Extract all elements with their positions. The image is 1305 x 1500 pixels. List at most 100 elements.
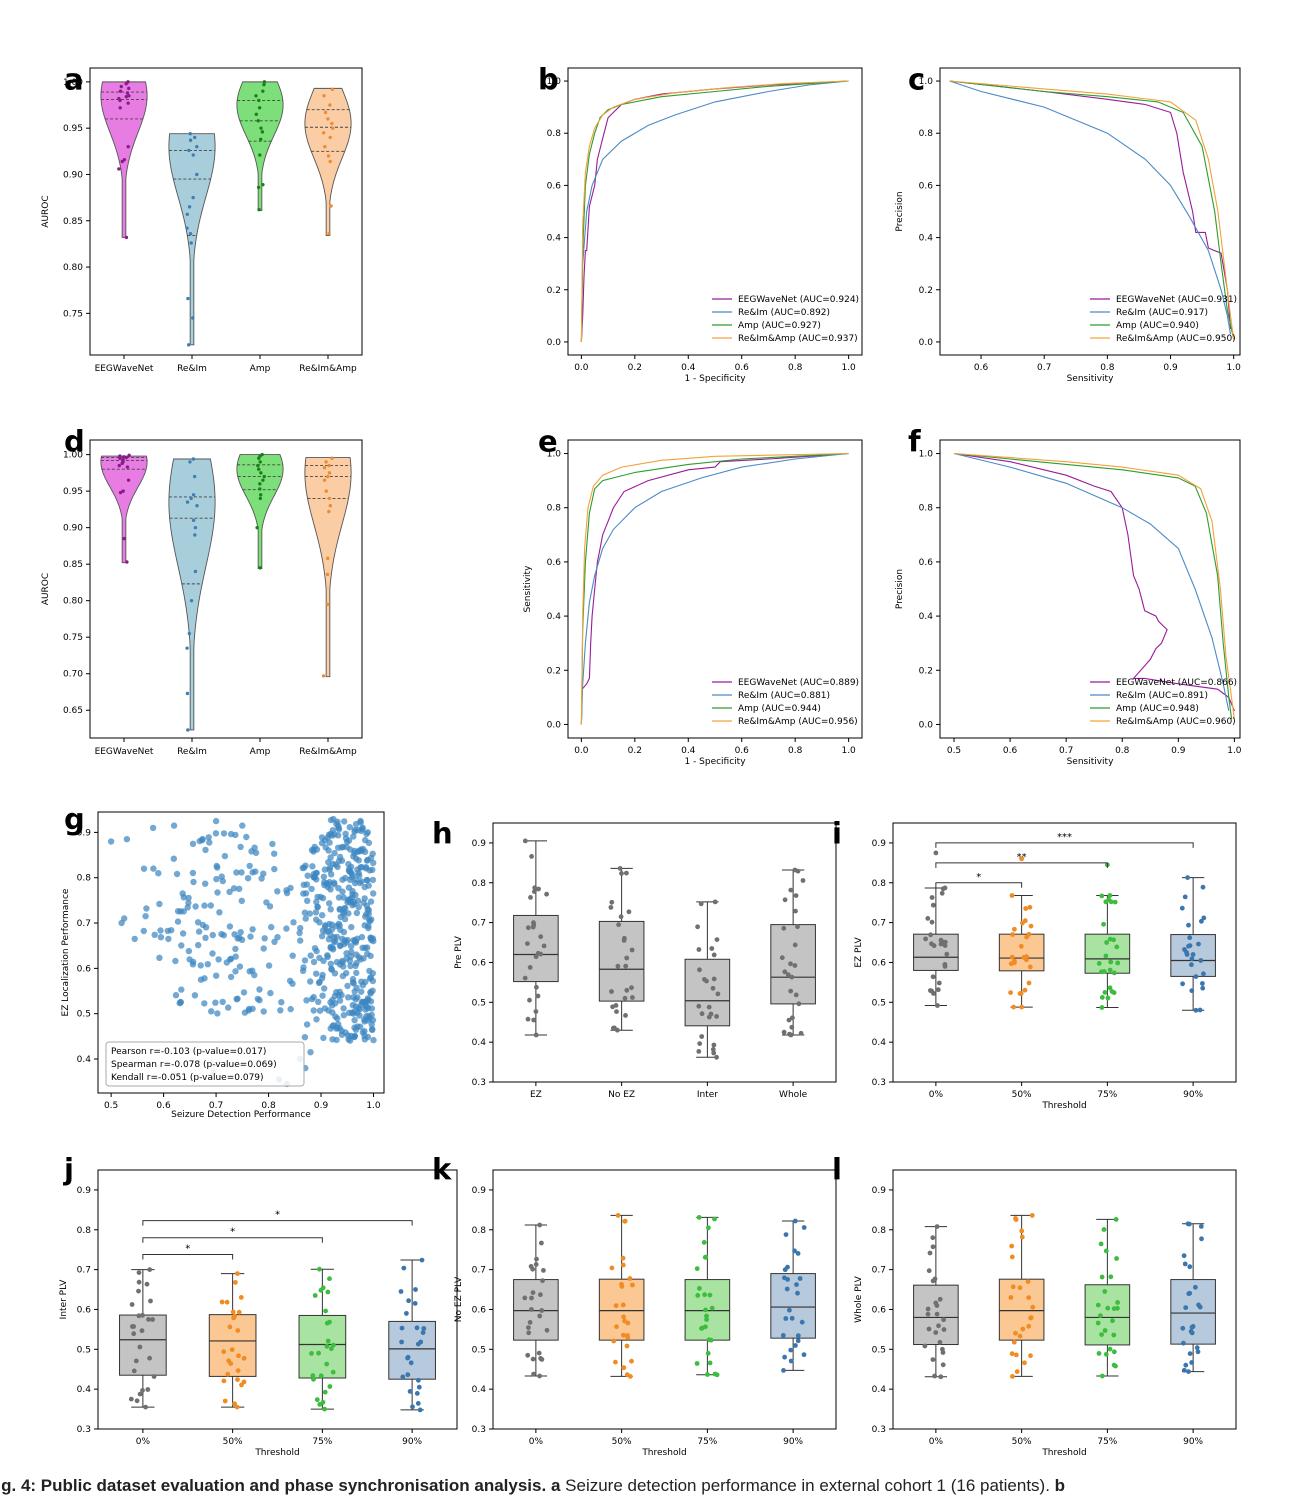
- data-point: [1029, 1213, 1035, 1218]
- data-point: [1187, 1221, 1192, 1227]
- scatter-point: [353, 909, 361, 917]
- scatter-point: [140, 927, 147, 935]
- y-tick-label: 0.8: [919, 129, 934, 139]
- data-point: [1189, 1330, 1195, 1336]
- scatter-point: [363, 1003, 370, 1010]
- series-line: [580, 452, 849, 725]
- data-point: [1114, 1256, 1119, 1261]
- scatter-point: [333, 989, 340, 996]
- x-tick-label: 0.7: [209, 1101, 223, 1111]
- scatter-point: [271, 850, 278, 857]
- panel-f: f 0.5 0.6 0.7 0.8 0.9 1.0 0.0 0.2 0.4 0.6 0.8 1.0 Sen…: [895, 425, 1242, 767]
- series-line: [953, 452, 1235, 720]
- data-point: [125, 465, 130, 469]
- scatter-point: [157, 927, 164, 934]
- x-tick-label: 1.0: [1227, 363, 1242, 373]
- data-point: [1099, 1274, 1105, 1280]
- scatter-point: [314, 903, 321, 911]
- data-point: [1012, 960, 1017, 966]
- x-tick-label: 0.5: [947, 746, 961, 756]
- data-point: [326, 117, 330, 121]
- x-axis-label: 1 - Specificity: [684, 374, 746, 384]
- x-tick-label: Amp: [250, 747, 271, 757]
- x-tick-label: 0.8: [788, 746, 803, 756]
- x-tick-label: EEGWaveNet: [95, 747, 154, 757]
- data-point: [134, 1398, 140, 1404]
- scatter-point: [355, 869, 362, 877]
- y-tick-label: 0.5: [872, 1345, 886, 1355]
- data-point: [323, 1308, 328, 1314]
- scatter-point: [346, 866, 353, 873]
- scatter-point: [326, 900, 333, 907]
- data-point: [1185, 875, 1190, 880]
- data-point: [1009, 1243, 1015, 1249]
- data-point: [1189, 962, 1194, 968]
- data-point: [630, 995, 635, 1000]
- x-tick-label: 1.0: [841, 363, 856, 373]
- data-point: [711, 976, 717, 982]
- data-point: [620, 1262, 626, 1268]
- y-tick-label: 0.3: [872, 1078, 886, 1088]
- scatter-point: [345, 860, 352, 868]
- violin-body: [236, 81, 284, 212]
- scatter-point: [215, 956, 222, 963]
- scatter-point: [331, 970, 339, 977]
- data-point: [1201, 971, 1206, 977]
- data-point: [926, 1326, 932, 1332]
- data-point: [310, 1373, 316, 1378]
- data-point: [624, 870, 629, 876]
- data-point: [525, 941, 530, 946]
- data-point: [185, 226, 189, 230]
- data-point: [1181, 1340, 1186, 1346]
- data-point: [715, 991, 721, 997]
- scatter-point: [340, 894, 347, 901]
- data-point: [1010, 1374, 1015, 1379]
- scatter-point: [151, 931, 158, 938]
- data-point: [238, 1295, 244, 1300]
- data-point: [1198, 1224, 1204, 1229]
- data-point: [928, 988, 933, 993]
- data-point: [405, 1372, 411, 1378]
- data-point: [187, 205, 192, 209]
- scatter-point: [189, 840, 197, 847]
- data-point: [539, 1240, 544, 1246]
- scatter-point: [343, 950, 350, 957]
- data-point: [1193, 1007, 1199, 1013]
- data-point: [1099, 995, 1105, 1000]
- data-point: [525, 1016, 531, 1022]
- scatter-point: [354, 1023, 361, 1030]
- scatter-point: [308, 995, 316, 1003]
- scatter-point: [351, 879, 359, 887]
- y-tick-label: 0.4: [872, 1385, 887, 1395]
- data-point: [710, 1047, 716, 1052]
- data-point: [1190, 952, 1196, 957]
- panel-b: b 0.0 0.2 0.4 0.6 0.8 1.0 0.0 0.2 0.4 0.6 0.8 1.0 1 -…: [538, 63, 863, 384]
- data-point: [610, 1004, 615, 1010]
- scatter-point: [365, 882, 372, 889]
- y-tick-label: 0.65: [63, 706, 83, 716]
- series-line: [580, 80, 849, 343]
- x-axis-label: Sensitivity: [1067, 374, 1115, 384]
- data-point: [929, 919, 935, 925]
- data-point: [257, 207, 261, 212]
- data-point: [618, 914, 624, 920]
- data-point: [1182, 1261, 1188, 1267]
- y-tick-label: 0.6: [547, 181, 562, 191]
- data-point: [1101, 1227, 1107, 1232]
- data-point: [538, 1292, 543, 1298]
- data-point: [800, 878, 806, 883]
- data-point: [327, 496, 332, 501]
- data-point: [695, 1293, 701, 1298]
- box-body: [684, 958, 731, 1027]
- data-point: [327, 463, 331, 468]
- y-tick-label: 0.3: [472, 1425, 486, 1435]
- data-point: [119, 84, 123, 89]
- data-point: [327, 1384, 333, 1389]
- data-point: [785, 1264, 790, 1270]
- x-tick-label: 0.8: [1115, 746, 1130, 756]
- data-point: [784, 1286, 790, 1292]
- scatter-point: [345, 1009, 353, 1016]
- scatter-point: [287, 1005, 294, 1013]
- data-point: [781, 925, 787, 931]
